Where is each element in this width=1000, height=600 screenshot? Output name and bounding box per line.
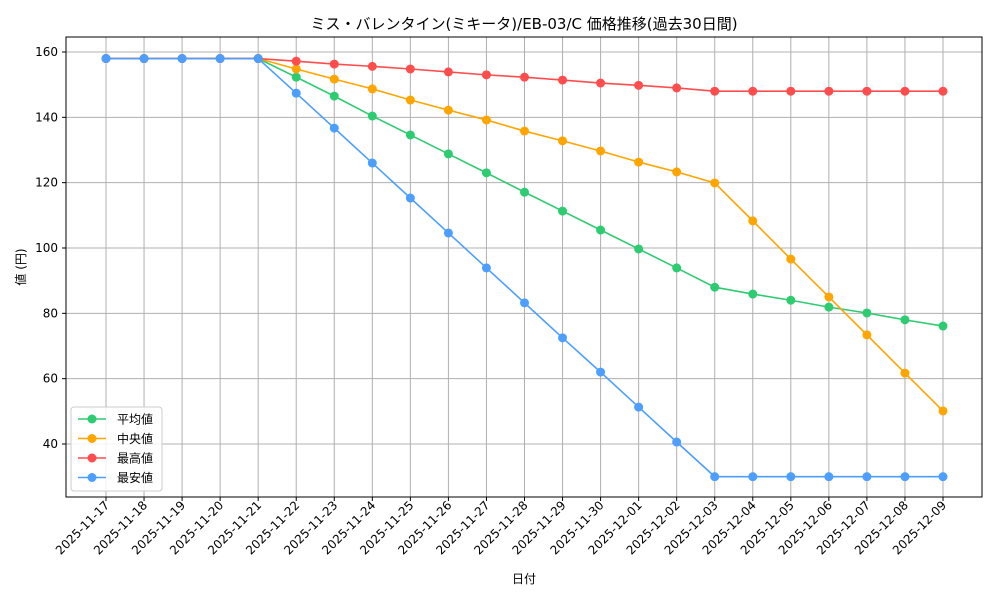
- data-point: [443, 105, 453, 115]
- y-tick-label: 140: [35, 110, 58, 124]
- legend-box: [70, 406, 163, 492]
- data-point: [329, 74, 339, 84]
- data-point: [367, 158, 377, 168]
- data-point: [329, 91, 339, 101]
- legend-label: 平均値: [117, 412, 153, 427]
- data-point: [900, 315, 910, 325]
- data-point: [596, 78, 606, 88]
- data-point: [329, 59, 339, 69]
- data-point: [862, 330, 872, 340]
- data-point: [215, 54, 225, 64]
- data-point: [634, 244, 644, 254]
- legend-marker: [87, 414, 97, 424]
- data-point: [367, 111, 377, 121]
- data-point: [634, 402, 644, 412]
- y-tick-label: 60: [43, 372, 58, 386]
- data-point: [481, 168, 491, 178]
- data-point: [938, 406, 948, 416]
- data-point: [900, 368, 910, 378]
- legend-marker: [87, 434, 97, 443]
- data-point: [253, 54, 263, 64]
- legend-marker: [87, 453, 97, 463]
- data-point: [672, 167, 682, 177]
- chart-title: ミス・バレンタイン(ミキータ)/EB-03/C 価格推移(過去30日間): [310, 15, 737, 33]
- x-axis-label: 日付: [512, 572, 536, 586]
- data-point: [558, 206, 568, 216]
- y-tick-label: 160: [35, 45, 58, 59]
- data-point: [710, 282, 720, 292]
- data-point: [481, 70, 491, 80]
- data-point: [443, 67, 453, 77]
- data-point: [824, 292, 834, 302]
- data-point: [786, 86, 796, 96]
- data-point: [862, 86, 872, 96]
- data-point: [634, 80, 644, 90]
- data-point: [900, 472, 910, 482]
- y-tick-label: 80: [43, 306, 58, 320]
- legend-label: 最安値: [117, 470, 153, 485]
- data-point: [329, 123, 339, 133]
- data-point: [405, 130, 415, 140]
- data-point: [824, 302, 834, 312]
- legend-marker: [87, 473, 97, 482]
- data-point: [748, 216, 758, 226]
- data-point: [558, 136, 568, 146]
- data-point: [405, 95, 415, 105]
- data-point: [558, 75, 568, 85]
- data-point: [367, 84, 377, 94]
- data-point: [291, 56, 301, 66]
- data-point: [481, 263, 491, 273]
- series-3: [101, 54, 948, 482]
- legend-label: 最高値: [117, 451, 153, 466]
- data-point: [862, 472, 872, 482]
- y-tick-label: 100: [35, 241, 58, 255]
- data-point: [291, 72, 301, 82]
- data-point: [405, 64, 415, 74]
- data-point: [710, 472, 720, 482]
- data-point: [405, 193, 415, 203]
- data-point: [672, 437, 682, 447]
- data-point: [748, 472, 758, 482]
- data-point: [291, 64, 301, 74]
- data-point: [634, 157, 644, 167]
- y-tick-label: 120: [35, 176, 58, 190]
- data-point: [519, 126, 529, 136]
- data-point: [177, 54, 187, 64]
- data-point: [748, 86, 758, 96]
- data-point: [481, 115, 491, 125]
- data-point: [938, 321, 948, 331]
- data-point: [672, 83, 682, 93]
- data-point: [291, 88, 301, 98]
- data-point: [558, 333, 568, 343]
- data-point: [519, 187, 529, 197]
- legend-label: 中央値: [117, 431, 153, 446]
- data-point: [748, 289, 758, 299]
- data-point: [101, 54, 111, 64]
- data-point: [710, 178, 720, 188]
- data-point: [139, 54, 149, 64]
- y-axis-label: 値 (円): [13, 248, 28, 285]
- data-point: [786, 472, 796, 482]
- data-point: [443, 149, 453, 159]
- data-point: [596, 225, 606, 235]
- data-point: [938, 472, 948, 482]
- data-point: [443, 228, 453, 238]
- data-point: [824, 86, 834, 96]
- data-point: [938, 86, 948, 96]
- data-point: [519, 72, 529, 82]
- data-point: [596, 146, 606, 156]
- y-tick-label: 40: [43, 437, 58, 451]
- data-point: [786, 254, 796, 264]
- data-point: [862, 308, 872, 318]
- data-point: [824, 472, 834, 482]
- data-point: [596, 367, 606, 377]
- data-point: [710, 86, 720, 96]
- data-point: [519, 298, 529, 308]
- data-point: [900, 86, 910, 96]
- data-point: [672, 263, 682, 273]
- data-point: [367, 61, 377, 71]
- data-point: [786, 295, 796, 305]
